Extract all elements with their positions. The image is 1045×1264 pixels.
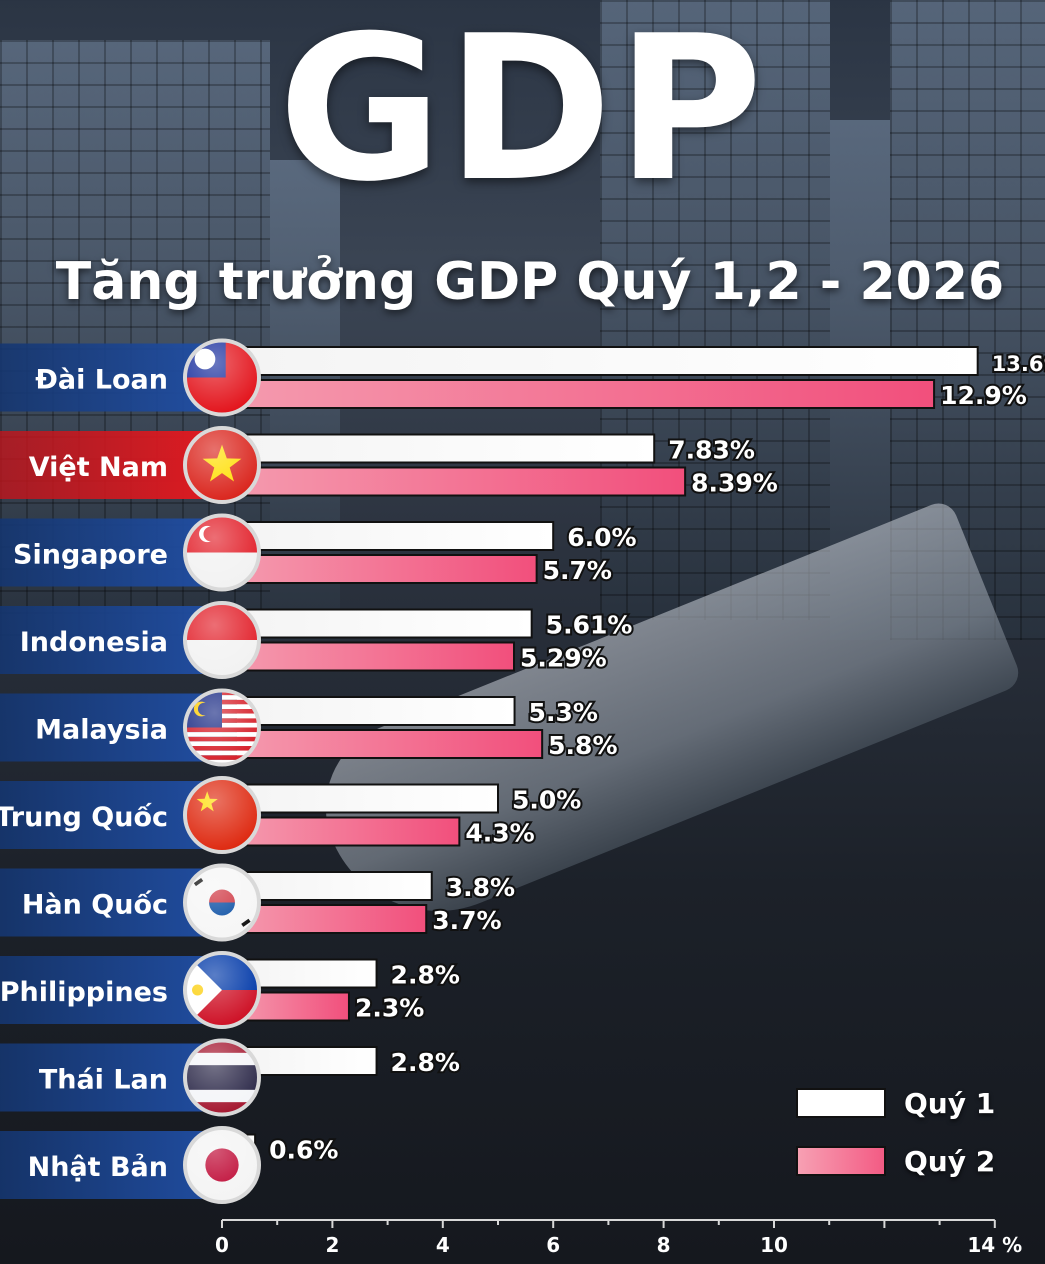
- category-row: Philippines 2.8% 2.3%: [0, 951, 462, 1029]
- legend-swatch-q2: [796, 1146, 886, 1176]
- bar-q1: [235, 433, 656, 464]
- bar-q2: [235, 729, 544, 759]
- data-label-q1: 5.61%: [546, 611, 633, 640]
- thailand-flag-icon: [185, 1040, 259, 1115]
- category-row: Thái Lan 2.8%: [0, 1038, 462, 1117]
- category-label: Nhật Bản: [28, 1152, 168, 1183]
- bar-q1: [235, 346, 979, 376]
- data-label-q2: 5.7%: [543, 556, 612, 585]
- bar-q1: [235, 871, 433, 901]
- bar-q2: [235, 466, 687, 497]
- category-label: Singapore: [13, 540, 168, 571]
- legend-label-q1: Quý 1: [904, 1086, 996, 1120]
- data-label-q1: 13.69%: [992, 352, 1045, 376]
- bar-q1: [235, 521, 555, 551]
- flag-ring: [183, 1038, 261, 1117]
- data-label-q2: 4.3%: [465, 819, 534, 848]
- flag-ring: [183, 513, 261, 592]
- bar-q2: [235, 379, 936, 409]
- bar-q2: [235, 816, 461, 847]
- flag-ring: [183, 1126, 261, 1204]
- data-label-q1: 3.8%: [446, 873, 515, 902]
- category-label: Philippines: [0, 977, 168, 1008]
- category-label: Đài Loan: [35, 365, 168, 396]
- bar-q1: [235, 958, 378, 989]
- x-tick-label: 6: [546, 1233, 560, 1257]
- legend-item-q1: Quý 1: [796, 1086, 995, 1120]
- x-tick-label: 4: [436, 1233, 450, 1257]
- data-label-q1: 2.8%: [391, 1048, 460, 1077]
- singapore-flag-icon: [185, 515, 259, 590]
- vietnam-flag-icon: [185, 428, 259, 502]
- category-row: Trung Quốc 5.0% 4.3%: [0, 776, 583, 854]
- flag-ring: [183, 338, 261, 417]
- flag-ring: [183, 426, 261, 504]
- category-label: Malaysia: [35, 715, 168, 746]
- bar-q2: [235, 641, 516, 672]
- bar-q1: [235, 783, 499, 814]
- x-tick-label: 0: [215, 1233, 229, 1257]
- legend: Quý 1 Quý 2: [796, 1086, 995, 1202]
- data-label-q2: 8.39%: [691, 469, 778, 498]
- data-label-q1: 6.0%: [567, 523, 636, 552]
- category-row: Indonesia 5.61% 5.29%: [0, 601, 634, 679]
- category-row: Đài Loan 13.69% 12.9%: [0, 338, 1045, 417]
- legend-label-q2: Quý 2: [904, 1144, 996, 1178]
- data-label-q1: 0.6%: [269, 1136, 338, 1165]
- flag-ring: [183, 776, 261, 854]
- data-label-q2: 2.3%: [355, 994, 424, 1023]
- x-tick-label: 8: [657, 1233, 671, 1257]
- data-label-q2: 5.8%: [548, 731, 617, 760]
- taiwan-flag-icon: [185, 340, 259, 415]
- flag-ring: [183, 688, 261, 767]
- chart-title: GDP: [278, 0, 767, 226]
- category-label: Thái Lan: [39, 1065, 168, 1096]
- category-label: Hàn Quốc: [22, 890, 168, 921]
- category-label: Việt Nam: [29, 452, 168, 483]
- x-tick-label: 2: [325, 1233, 339, 1257]
- flag-ring: [183, 601, 261, 679]
- category-label: Indonesia: [20, 627, 168, 658]
- legend-item-q2: Quý 2: [796, 1144, 995, 1178]
- south-korea-flag-icon: [185, 865, 259, 940]
- chart-subtitle: Tăng trưởng GDP Quý 1,2 - 2026: [55, 252, 1005, 312]
- flag-ring: [183, 951, 261, 1029]
- china-flag-icon: [185, 778, 259, 852]
- category-row: Hàn Quốc 3.8% 3.7%: [0, 863, 517, 942]
- japan-flag-icon: [185, 1128, 259, 1202]
- bar-q1: [235, 696, 516, 726]
- category-row: Việt Nam 7.83% 8.39%: [0, 426, 780, 504]
- bar-q2: [235, 904, 428, 934]
- data-label-q1: 7.83%: [668, 436, 755, 465]
- data-label-q1: 5.0%: [512, 786, 581, 815]
- x-tick-label: 14 %: [967, 1233, 1022, 1257]
- data-label-q1: 5.3%: [529, 698, 598, 727]
- category-row: Malaysia 5.3% 5.8%: [0, 688, 620, 767]
- data-label-q2: 12.9%: [940, 381, 1027, 410]
- bar-q1: [235, 608, 533, 639]
- data-label-q2: 3.7%: [432, 906, 501, 935]
- malaysia-flag-icon: [185, 690, 259, 765]
- data-label-q1: 2.8%: [391, 961, 460, 990]
- category-label: Trung Quốc: [0, 802, 168, 833]
- legend-swatch-q1: [796, 1088, 886, 1118]
- category-row: Singapore 6.0% 5.7%: [0, 513, 639, 592]
- flag-ring: [183, 863, 261, 942]
- category-row: Nhật Bản 0.6%: [0, 1126, 340, 1204]
- x-tick-label: 10: [760, 1233, 788, 1257]
- bar-q2: [235, 554, 538, 584]
- data-label-q2: 5.29%: [520, 644, 607, 673]
